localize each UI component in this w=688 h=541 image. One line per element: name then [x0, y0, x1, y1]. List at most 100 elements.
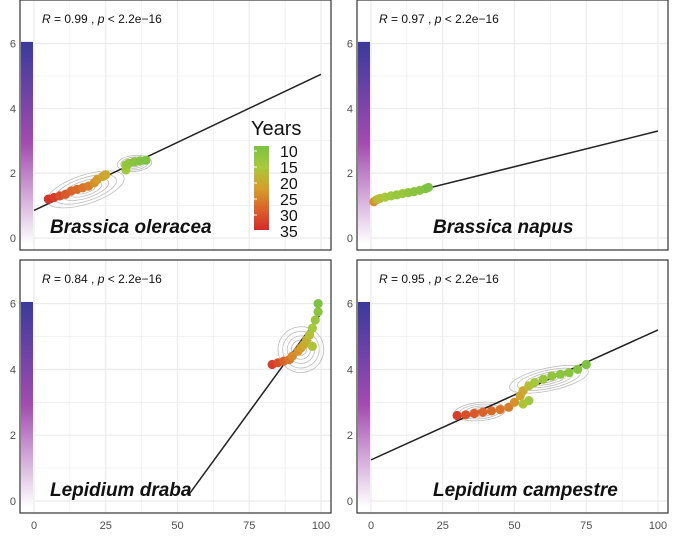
data-point: [486, 406, 497, 416]
legend-label: 20: [280, 176, 298, 193]
data-point: [478, 407, 488, 417]
color-gradient-bar: [358, 41, 370, 245]
y-tick-label: 6: [10, 299, 16, 311]
stat-p: p: [97, 12, 105, 26]
y-tick-label: 4: [10, 364, 16, 376]
data-point: [495, 404, 505, 415]
data-point: [529, 377, 540, 388]
stat-p-value: < 2.2e−16: [104, 12, 162, 26]
y-tick-label: 4: [347, 364, 353, 376]
legend-title: Years: [251, 118, 301, 140]
x-tick-label: 75: [580, 520, 592, 532]
y-tick-label: 4: [10, 103, 16, 115]
data-point: [310, 315, 320, 325]
density-contour: [116, 154, 153, 172]
panel-background: [20, 0, 331, 250]
stat-annotation: R = 0.95 , p < 2.2e−16: [379, 272, 499, 286]
y-tick-label: 0: [10, 496, 16, 508]
regression-line: [370, 329, 659, 461]
color-gradient-bar: [21, 301, 33, 507]
panel-title: Brassica oleracea: [50, 217, 212, 238]
panel-background: [357, 260, 668, 513]
stat-p: p: [434, 272, 442, 286]
data-point: [313, 298, 323, 309]
x-tick-label: 25: [100, 520, 112, 532]
data-point: [101, 170, 111, 180]
panel-border: [19, 259, 332, 514]
data-point: [518, 399, 528, 409]
data-point: [469, 408, 479, 419]
stat-p-value: < 2.2e−16: [441, 12, 499, 26]
panel-border: [19, 0, 332, 251]
panel-background: [20, 260, 331, 513]
x-tick-label: 0: [31, 520, 37, 532]
legend-label: 15: [280, 160, 298, 177]
stat-annotation: R = 0.99 , p < 2.2e−16: [42, 12, 162, 26]
data-point: [573, 364, 583, 374]
x-tick-label: 100: [649, 520, 667, 532]
y-tick-label: 4: [347, 103, 353, 115]
x-tick-label: 25: [437, 520, 449, 532]
data-point: [452, 410, 462, 421]
legend-color-bar: [254, 146, 269, 230]
stat-r-value: = 0.95 ,: [388, 272, 435, 286]
data-point: [307, 341, 317, 351]
x-tick-label: 0: [368, 520, 374, 532]
stat-p-value: < 2.2e−16: [104, 272, 162, 286]
panel-3: 0 2 4 6 0 25 50 75 100 R = 0.84 , p < 2.2e−16 Lepi…: [10, 259, 332, 532]
panel-title: Lepidium campestre: [433, 480, 618, 501]
legend-label: 10: [280, 144, 298, 161]
stat-p-value: < 2.2e−16: [441, 272, 499, 286]
y-tick-label: 0: [347, 496, 353, 508]
panel-title: Lepidium draba: [50, 480, 192, 501]
stat-r-value: = 0.84 ,: [51, 272, 98, 286]
stat-p: p: [97, 272, 105, 286]
stat-r-value: = 0.99 ,: [51, 12, 98, 26]
stat-r: R: [379, 272, 388, 286]
y-tick-label: 6: [347, 38, 353, 50]
legend-label: 30: [280, 208, 298, 225]
data-point: [141, 155, 151, 165]
regression-line: [188, 313, 322, 495]
y-tick-label: 2: [347, 430, 353, 442]
stat-annotation: R = 0.97 , p < 2.2e−16: [379, 12, 499, 26]
legend-label: 35: [280, 224, 298, 241]
data-point: [538, 374, 548, 384]
x-tick-label: 100: [312, 520, 330, 532]
panel-border: [356, 259, 669, 514]
data-point: [509, 397, 520, 407]
data-point: [581, 359, 591, 370]
data-point: [313, 307, 323, 317]
panel-1: 0 2 4 6 R = 0.99 , p < 2.2e−16 Brassica olera…: [10, 0, 332, 251]
color-gradient-bar: [21, 41, 33, 245]
panel-border: [356, 0, 669, 251]
density-contour: [509, 364, 589, 394]
x-tick-label: 50: [508, 520, 520, 532]
panel-2: 0 2 4 6 R = 0.97 , p < 2.2e−16 Brassica napus: [347, 0, 669, 251]
panel-title: Brassica napus: [433, 217, 573, 238]
data-point: [564, 368, 574, 378]
stat-r-value: = 0.97 ,: [388, 12, 435, 26]
stat-r: R: [42, 272, 51, 286]
stat-r: R: [42, 12, 51, 26]
color-gradient-bar: [358, 301, 370, 507]
panel-background: [357, 0, 668, 250]
stat-r: R: [379, 12, 388, 26]
data-point: [555, 369, 566, 379]
y-tick-label: 2: [10, 430, 16, 442]
data-point: [423, 182, 433, 193]
panel-4: 0 2 4 6 0 25 50 75 100 R = 0.95 , p < 2.2e−16 Lepi…: [347, 259, 669, 532]
y-tick-label: 2: [347, 168, 353, 180]
y-tick-label: 6: [347, 299, 353, 311]
x-tick-label: 50: [171, 520, 183, 532]
data-point: [461, 410, 471, 420]
stat-p: p: [434, 12, 442, 26]
legend-label: 25: [280, 192, 298, 209]
data-point: [547, 371, 557, 381]
data-point: [307, 323, 317, 333]
stat-annotation: R = 0.84 , p < 2.2e−16: [42, 272, 162, 286]
y-tick-label: 6: [10, 38, 16, 50]
x-tick-label: 75: [243, 520, 255, 532]
